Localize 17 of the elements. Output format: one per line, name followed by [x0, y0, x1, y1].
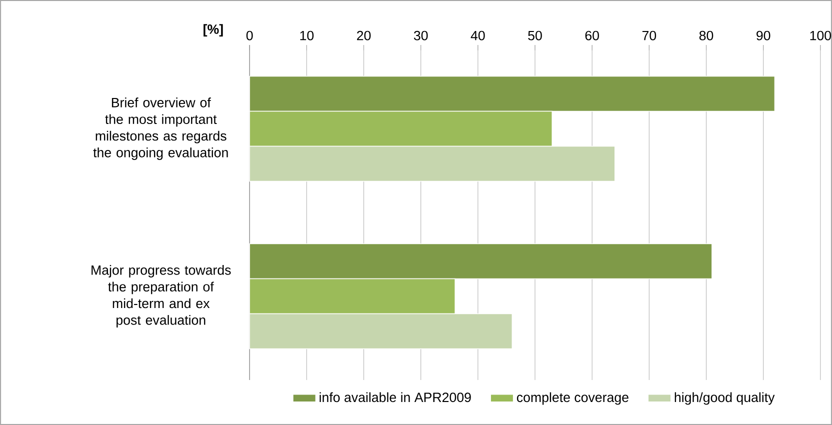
- x-tick-label: 100: [810, 30, 832, 40]
- x-tick-label: 30: [414, 30, 428, 40]
- legend-label: complete coverage: [516, 392, 628, 405]
- x-tick-label: 50: [528, 30, 542, 40]
- x-tick-label: 60: [585, 30, 599, 40]
- x-tick-label: 40: [470, 30, 485, 40]
- y-tick-label: Brief overview of the most important milestones as regards the ongoing evaluation: [93, 98, 228, 160]
- x-tick-label: 10: [300, 30, 314, 40]
- x-tick-label: 70: [642, 30, 656, 40]
- y-tick-label: Major progress towards the preparation of mid-term and ex post evaluation: [92, 265, 231, 328]
- legend-label: high/good quality: [674, 392, 775, 405]
- legend-label: info available in APR2009: [320, 392, 471, 402]
- x-axis-title: [%]: [204, 24, 223, 37]
- x-tick-label: 20: [357, 30, 371, 40]
- x-tick-label: 90: [756, 30, 770, 40]
- x-tick-label: 80: [699, 30, 714, 40]
- x-tick-label: 0: [246, 30, 253, 40]
